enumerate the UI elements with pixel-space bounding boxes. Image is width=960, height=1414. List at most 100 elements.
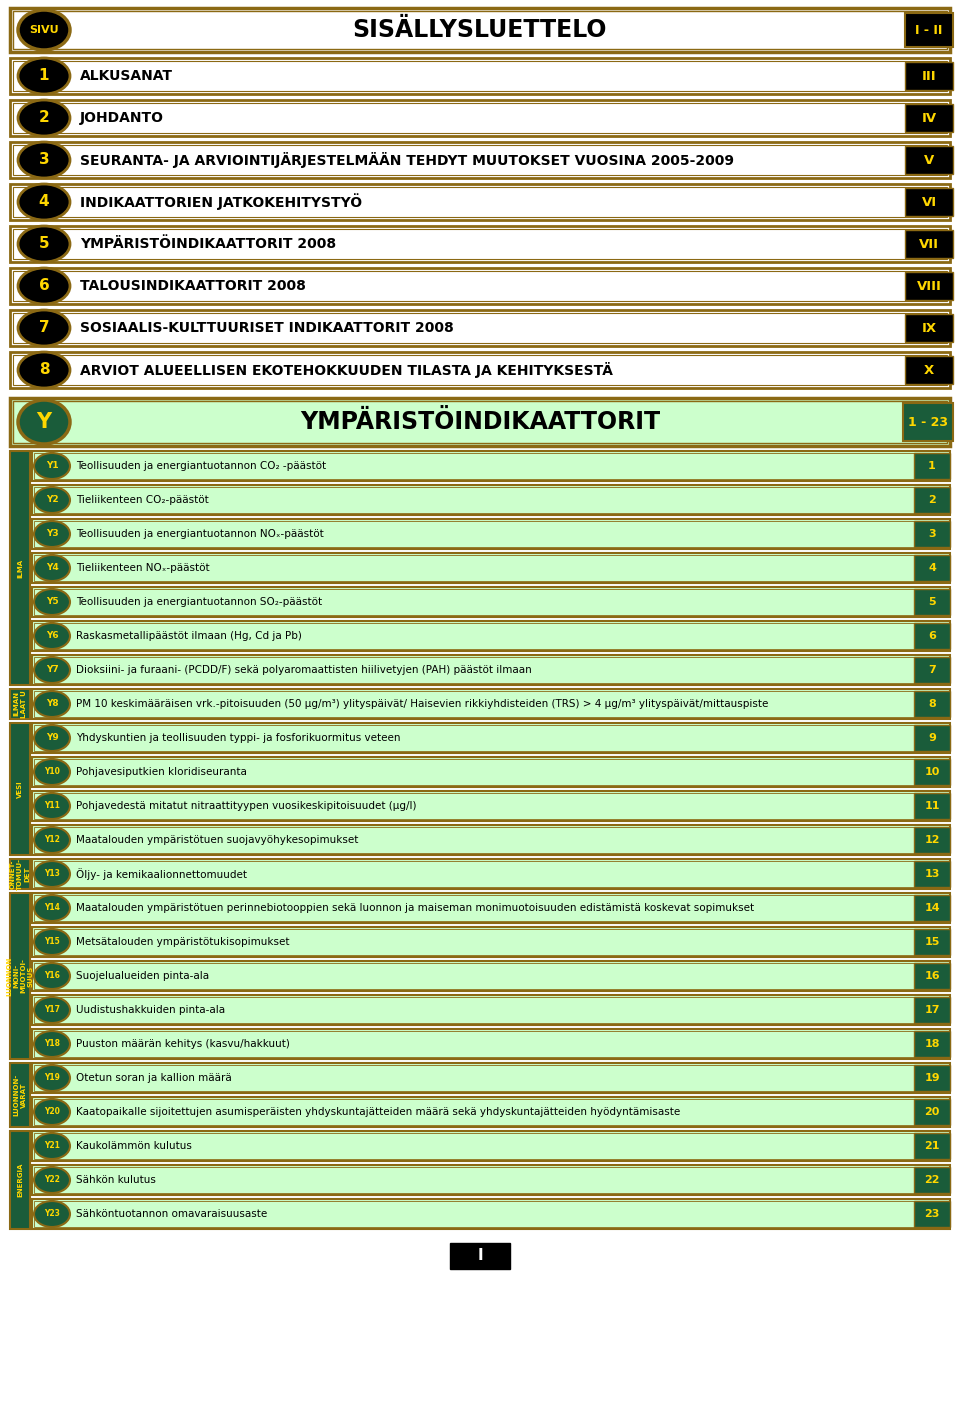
Bar (34, 725, 948, 751)
Text: 12: 12 (924, 836, 940, 846)
Text: INDIKAATTORIEN JATKOKEHITYSTYÖ: INDIKAATTORIEN JATKOKEHITYSTYÖ (80, 194, 362, 211)
Bar (914, 963, 950, 988)
Text: VIII: VIII (917, 280, 942, 293)
Text: Y10: Y10 (44, 768, 60, 776)
Bar (32, 1063, 950, 1093)
Bar (13, 61, 947, 90)
Text: 4: 4 (928, 563, 936, 573)
Text: JOHDANTO: JOHDANTO (80, 112, 164, 124)
Bar (914, 929, 950, 954)
Bar (34, 624, 948, 649)
Bar (10, 184, 950, 221)
Text: Metsätalouden ympäristötukisopimukset: Metsätalouden ympäristötukisopimukset (76, 937, 290, 947)
Text: I: I (477, 1249, 483, 1264)
Bar (32, 553, 950, 583)
Text: Sähkön kulutus: Sähkön kulutus (76, 1175, 156, 1185)
Bar (32, 587, 950, 617)
Ellipse shape (34, 520, 70, 547)
Bar (34, 827, 948, 853)
Text: 9: 9 (928, 732, 936, 742)
Text: ARVIOT ALUEELLISEN EKOTEHOKKUUDEN TILASTA JA KEHITYKSESTÄ: ARVIOT ALUEELLISEN EKOTEHOKKUUDEN TILAST… (80, 362, 612, 378)
Bar (10, 310, 950, 346)
Text: 5: 5 (38, 236, 49, 252)
Bar (13, 355, 947, 385)
Text: 8: 8 (928, 699, 936, 708)
Bar (914, 452, 950, 479)
Bar (32, 1131, 950, 1161)
Bar (914, 1200, 950, 1227)
Ellipse shape (18, 310, 70, 346)
Bar (10, 451, 30, 684)
Bar (34, 759, 948, 785)
Bar (905, 13, 953, 47)
Text: 22: 22 (924, 1175, 940, 1185)
Bar (905, 105, 953, 132)
Bar (10, 1131, 30, 1229)
Text: 14: 14 (924, 904, 940, 913)
Text: 8: 8 (38, 362, 49, 378)
Text: SIVU: SIVU (29, 25, 59, 35)
Text: Y7: Y7 (46, 666, 59, 674)
Bar (13, 402, 947, 443)
Bar (13, 146, 947, 175)
Bar (13, 229, 947, 259)
Bar (32, 928, 950, 957)
Bar (10, 8, 950, 52)
Text: 5: 5 (928, 597, 936, 607)
Bar (32, 1029, 950, 1059)
Text: X: X (924, 363, 934, 376)
Text: ONNET-
TOMUU-
DET: ONNET- TOMUU- DET (10, 858, 30, 889)
Bar (34, 1031, 948, 1058)
Text: SISÄLLYSLUETTELO: SISÄLLYSLUETTELO (352, 18, 608, 42)
Text: Uudistushakkuiden pinta-ala: Uudistushakkuiden pinta-ala (76, 1005, 226, 1015)
Bar (32, 824, 950, 855)
Text: 17: 17 (924, 1005, 940, 1015)
Text: Otetun soran ja kallion määrä: Otetun soran ja kallion määrä (76, 1073, 231, 1083)
Bar (34, 861, 948, 887)
Bar (32, 962, 950, 991)
Bar (914, 725, 950, 751)
Bar (34, 1167, 948, 1193)
Text: Tieliikenteen NOₓ-päästöt: Tieliikenteen NOₓ-päästöt (76, 563, 209, 573)
Text: Y8: Y8 (46, 700, 59, 708)
Text: ILMA: ILMA (17, 559, 23, 577)
Text: 11: 11 (924, 800, 940, 812)
Text: I - II: I - II (915, 24, 943, 37)
Bar (34, 997, 948, 1022)
Bar (32, 858, 950, 889)
Ellipse shape (34, 929, 70, 954)
Bar (32, 790, 950, 822)
Text: Maatalouden ympäristötuen suojavyöhykesopimukset: Maatalouden ympäristötuen suojavyöhykeso… (76, 836, 358, 846)
Text: Puuston määrän kehitys (kasvu/hakkuut): Puuston määrän kehitys (kasvu/hakkuut) (76, 1039, 290, 1049)
Bar (903, 403, 953, 441)
Text: Y2: Y2 (46, 495, 59, 505)
Ellipse shape (34, 658, 70, 683)
Ellipse shape (18, 184, 70, 221)
Bar (13, 103, 947, 133)
Bar (905, 356, 953, 385)
Bar (10, 894, 30, 1059)
Bar (905, 271, 953, 300)
Ellipse shape (34, 997, 70, 1022)
Text: Yhdyskuntien ja teollisuuden typpi- ja fosforikuormitus veteen: Yhdyskuntien ja teollisuuden typpi- ja f… (76, 732, 400, 742)
Ellipse shape (34, 452, 70, 479)
Bar (905, 146, 953, 174)
Bar (914, 590, 950, 615)
Text: Y13: Y13 (44, 870, 60, 878)
Bar (34, 793, 948, 819)
Bar (10, 397, 950, 445)
Text: YMPÄRISTÖINDIKAATTORIT: YMPÄRISTÖINDIKAATTORIT (300, 410, 660, 434)
Bar (914, 895, 950, 921)
Bar (914, 1133, 950, 1159)
Bar (914, 861, 950, 887)
Bar (32, 451, 950, 481)
Text: Y1: Y1 (46, 461, 59, 471)
Text: ENERGIA: ENERGIA (17, 1162, 23, 1198)
Bar (32, 756, 950, 788)
Ellipse shape (34, 1065, 70, 1092)
Bar (34, 658, 948, 683)
Text: TALOUSINDIKAATTORIT 2008: TALOUSINDIKAATTORIT 2008 (80, 279, 306, 293)
Ellipse shape (34, 793, 70, 819)
Bar (13, 312, 947, 344)
Text: 2: 2 (928, 495, 936, 505)
